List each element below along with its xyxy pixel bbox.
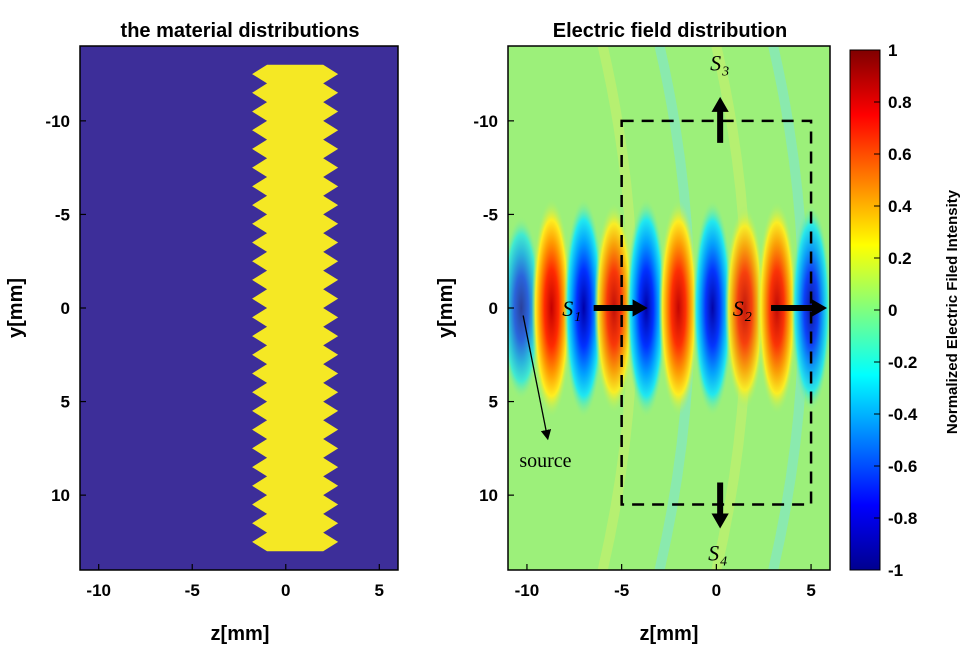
integration-box	[620, 119, 813, 506]
arrow-s3-head	[711, 96, 729, 112]
colorbar-tick-label: -0.4	[888, 405, 918, 424]
left-x-tick-label: -10	[86, 581, 111, 600]
colorbar-tick-label: -0.2	[888, 353, 917, 372]
arrow-s2-head	[812, 299, 828, 317]
colorbar-tick-label: 0.6	[888, 145, 912, 164]
left-y-tick-label: -5	[55, 205, 70, 224]
electric-field-plot: Electric field distribution -10 -5 0 5 -10 -5…	[435, 20, 831, 645]
left-y-tick-label: 5	[61, 393, 70, 412]
right-y-tick-label: -10	[473, 112, 498, 131]
left-title: the material distributions	[121, 20, 360, 42]
right-y-tick-label: 5	[489, 393, 498, 412]
left-x-tick-label: -5	[185, 581, 200, 600]
left-y-axis-label: y[mm]	[5, 278, 27, 338]
colorbar-tick-label: -0.6	[888, 457, 917, 476]
colorbar-tick-label: 0.8	[888, 93, 912, 112]
annotation-source: source	[519, 450, 571, 472]
field-lobe	[692, 199, 733, 417]
colorbar-tick-label: -0.8	[888, 509, 917, 528]
right-y-axis-label: y[mm]	[435, 278, 457, 338]
colorbar-tick-label: 0	[888, 301, 897, 320]
field-lobe	[724, 205, 765, 411]
left-y-tick-label: 0	[61, 299, 70, 318]
colorbar-tick-label: 1	[888, 41, 897, 60]
left-x-tick-label: 0	[281, 581, 290, 600]
left-x-axis-label: z[mm]	[211, 623, 270, 645]
material-strip	[252, 64, 339, 552]
left-y-tick-label: 10	[51, 486, 70, 505]
arrow-s4-head	[711, 513, 729, 529]
colorbar-tick-label: 0.4	[888, 197, 912, 216]
colorbar: 1 0.8 0.6 0.4 0.2 0 -0.2 -0.4 -0.6 -0.8 -1 Normali…	[849, 41, 961, 580]
right-y-tick-label: -5	[483, 205, 498, 224]
right-x-tick-label: 5	[806, 581, 815, 600]
right-y-tick-label: 10	[479, 486, 498, 505]
arrow-s1-head	[632, 299, 648, 317]
right-x-axis-label: z[mm]	[640, 623, 699, 645]
colorbar-tick-label: -1	[888, 561, 903, 580]
material-distribution-plot: the material distributions -10 -5 0 5 -10 -5 0…	[5, 20, 399, 645]
right-title: Electric field distribution	[553, 20, 787, 42]
source-pointer	[522, 315, 552, 441]
field-lobe	[531, 198, 572, 418]
field-lobe	[508, 216, 542, 400]
colorbar-label: Normalized Electric Filed Intensity	[944, 189, 961, 434]
left-x-tick-label: 5	[375, 581, 384, 600]
right-x-tick-label: -10	[515, 581, 540, 600]
colorbar-tick-label: 0.2	[888, 249, 912, 268]
left-y-tick-label: -10	[45, 112, 70, 131]
field-lobe	[563, 198, 604, 418]
left-plot-background	[80, 46, 398, 570]
right-x-tick-label: -5	[614, 581, 629, 600]
field-lobe	[658, 199, 699, 417]
right-y-tick-label: 0	[489, 299, 498, 318]
right-x-tick-label: 0	[712, 581, 721, 600]
